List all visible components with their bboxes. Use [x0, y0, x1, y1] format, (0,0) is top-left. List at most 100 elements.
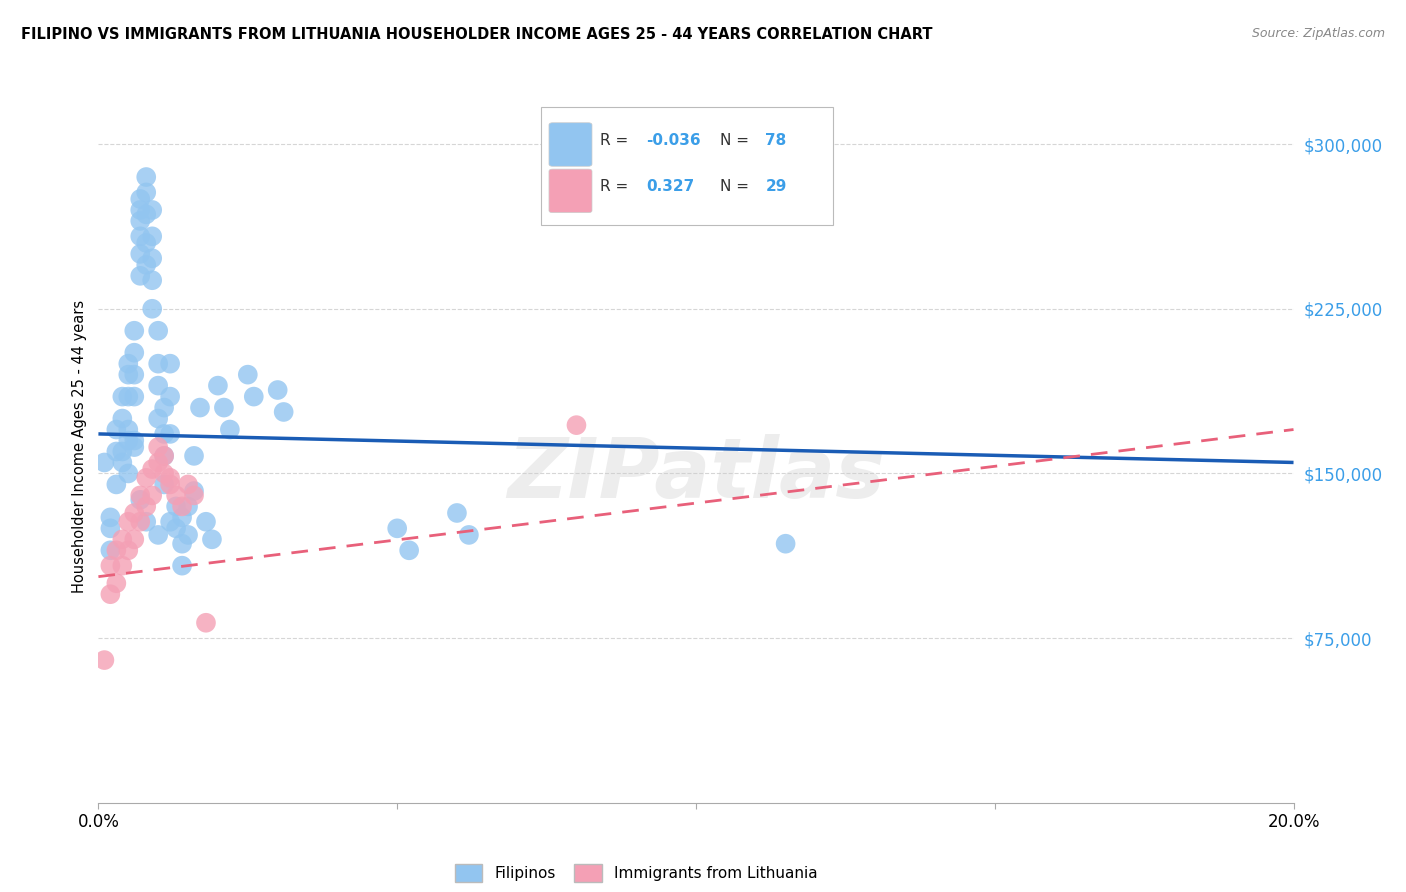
Point	[153, 467, 176, 481]
Point	[129, 214, 152, 228]
Point	[153, 449, 176, 463]
Point	[172, 510, 194, 524]
Point	[124, 506, 146, 520]
Text: R =: R =	[600, 133, 634, 148]
Point	[141, 202, 163, 217]
Point	[153, 449, 176, 463]
Point	[135, 515, 157, 529]
Point	[148, 411, 170, 425]
Point	[98, 521, 122, 535]
Point	[98, 543, 122, 558]
Point	[243, 390, 266, 404]
Point	[93, 653, 115, 667]
Point	[117, 357, 139, 371]
Point	[117, 515, 139, 529]
Point	[124, 533, 146, 547]
Point	[111, 533, 134, 547]
FancyBboxPatch shape	[548, 169, 592, 212]
Point	[219, 423, 242, 437]
Point	[135, 500, 157, 514]
Point	[201, 533, 224, 547]
Point	[165, 488, 187, 502]
Point	[105, 477, 128, 491]
Point	[177, 500, 200, 514]
Point	[148, 324, 170, 338]
Point	[124, 390, 146, 404]
Text: N =: N =	[720, 133, 754, 148]
Point	[129, 515, 152, 529]
Text: 78: 78	[765, 133, 786, 148]
Point	[98, 558, 122, 573]
Point	[93, 455, 115, 469]
Point	[148, 378, 170, 392]
Point	[458, 528, 481, 542]
Point	[105, 444, 128, 458]
Point	[135, 235, 157, 250]
Point	[212, 401, 235, 415]
Point	[124, 440, 146, 454]
Point	[148, 528, 170, 542]
Point	[129, 192, 152, 206]
Point	[98, 510, 122, 524]
Point	[111, 411, 134, 425]
Text: -0.036: -0.036	[645, 133, 700, 148]
Point	[124, 345, 146, 359]
Point	[148, 357, 170, 371]
Point	[117, 467, 139, 481]
Point	[135, 186, 157, 200]
Point	[111, 444, 134, 458]
Text: N =: N =	[720, 179, 754, 194]
Point	[148, 455, 170, 469]
Point	[117, 543, 139, 558]
Point	[188, 401, 211, 415]
Text: Source: ZipAtlas.com: Source: ZipAtlas.com	[1251, 27, 1385, 40]
Point	[159, 390, 181, 404]
Point	[177, 528, 200, 542]
Point	[194, 515, 218, 529]
Point	[159, 515, 181, 529]
Point	[172, 537, 194, 551]
Point	[111, 390, 134, 404]
Point	[141, 488, 163, 502]
Point	[141, 273, 163, 287]
Point	[177, 477, 200, 491]
Point	[148, 440, 170, 454]
Point	[129, 247, 152, 261]
Point	[183, 483, 205, 498]
Point	[775, 537, 797, 551]
Point	[153, 477, 176, 491]
Point	[183, 449, 205, 463]
Point	[117, 434, 139, 448]
Point	[565, 418, 588, 433]
Point	[124, 324, 146, 338]
Point	[165, 521, 187, 535]
Text: ZIPatlas: ZIPatlas	[508, 434, 884, 515]
Text: R =: R =	[600, 179, 643, 194]
Y-axis label: Householder Income Ages 25 - 44 years: Householder Income Ages 25 - 44 years	[72, 300, 87, 592]
Legend: Filipinos, Immigrants from Lithuania: Filipinos, Immigrants from Lithuania	[449, 858, 824, 888]
Text: 0.327: 0.327	[645, 179, 695, 194]
Point	[105, 543, 128, 558]
Point	[129, 229, 152, 244]
Point	[159, 477, 181, 491]
Point	[141, 252, 163, 266]
Point	[398, 543, 420, 558]
Point	[159, 357, 181, 371]
Point	[194, 615, 218, 630]
FancyBboxPatch shape	[548, 123, 592, 166]
Point	[159, 471, 181, 485]
Point	[129, 202, 152, 217]
Point	[111, 455, 134, 469]
Point	[117, 368, 139, 382]
Point	[141, 301, 163, 316]
Point	[105, 576, 128, 591]
Point	[129, 488, 152, 502]
Point	[135, 207, 157, 221]
Point	[135, 169, 157, 184]
Point	[273, 405, 295, 419]
Point	[165, 500, 187, 514]
Point	[159, 426, 181, 441]
Point	[129, 492, 152, 507]
Point	[129, 268, 152, 283]
Point	[124, 368, 146, 382]
